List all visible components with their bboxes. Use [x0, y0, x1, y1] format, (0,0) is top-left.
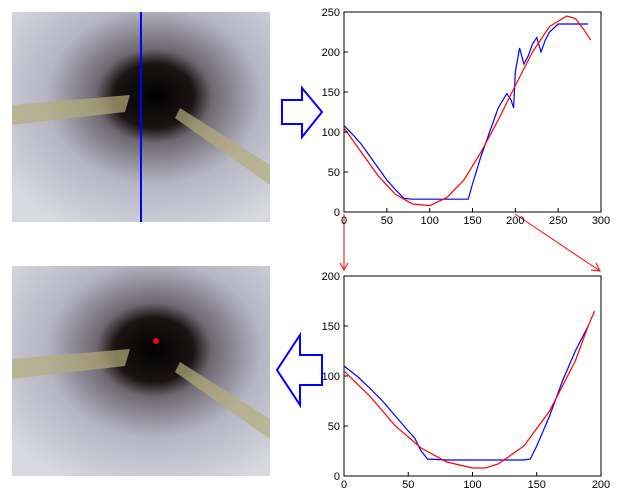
y-tick-label: 0	[334, 207, 340, 219]
y-tick-label: 150	[322, 87, 340, 99]
x-tick-label: 200	[592, 479, 610, 490]
data-line	[343, 310, 596, 469]
y-tick-label: 200	[322, 47, 340, 59]
plot-area	[343, 11, 602, 213]
photo-top	[12, 12, 270, 222]
y-tick-label: 50	[328, 421, 340, 433]
plot-area	[343, 275, 602, 477]
y-tick-label: 200	[322, 271, 340, 283]
x-tick-label: 150	[528, 479, 546, 490]
x-tick-label: 250	[549, 215, 567, 227]
x-tick-label: 0	[341, 479, 347, 490]
x-tick-label: 0	[341, 215, 347, 227]
data-line	[343, 15, 592, 207]
x-tick-label: 100	[463, 479, 481, 490]
y-tick-label: 100	[322, 127, 340, 139]
x-tick-label: 300	[592, 215, 610, 227]
x-tick-label: 50	[402, 479, 414, 490]
x-tick-label: 50	[381, 215, 393, 227]
x-tick-label: 200	[506, 215, 524, 227]
data-line	[343, 325, 589, 461]
y-tick-label: 100	[322, 371, 340, 383]
arrow-left	[275, 331, 323, 409]
arrow-right	[281, 85, 324, 140]
data-line	[343, 23, 589, 200]
y-tick-label: 150	[322, 321, 340, 333]
y-tick-label: 250	[322, 7, 340, 19]
x-tick-label: 150	[463, 215, 481, 227]
y-tick-label: 50	[328, 167, 340, 179]
photo-bottom	[12, 266, 270, 476]
x-tick-label: 100	[420, 215, 438, 227]
y-tick-label: 0	[334, 471, 340, 483]
